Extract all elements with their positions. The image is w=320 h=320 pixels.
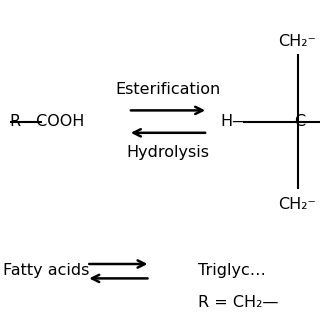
Text: R—COOH: R—COOH: [10, 114, 85, 129]
Text: Triglyc…: Triglyc…: [198, 263, 266, 278]
Text: CH₂⁻: CH₂⁻: [279, 34, 316, 49]
Text: C: C: [294, 114, 305, 129]
Text: CH₂⁻: CH₂⁻: [279, 197, 316, 212]
Text: Hydrolysis: Hydrolysis: [126, 145, 210, 159]
Text: Esterification: Esterification: [116, 82, 220, 97]
Text: R = CH₂—: R = CH₂—: [198, 295, 279, 310]
Text: H—: H—: [221, 114, 249, 129]
Text: Fatty acids: Fatty acids: [3, 263, 90, 278]
